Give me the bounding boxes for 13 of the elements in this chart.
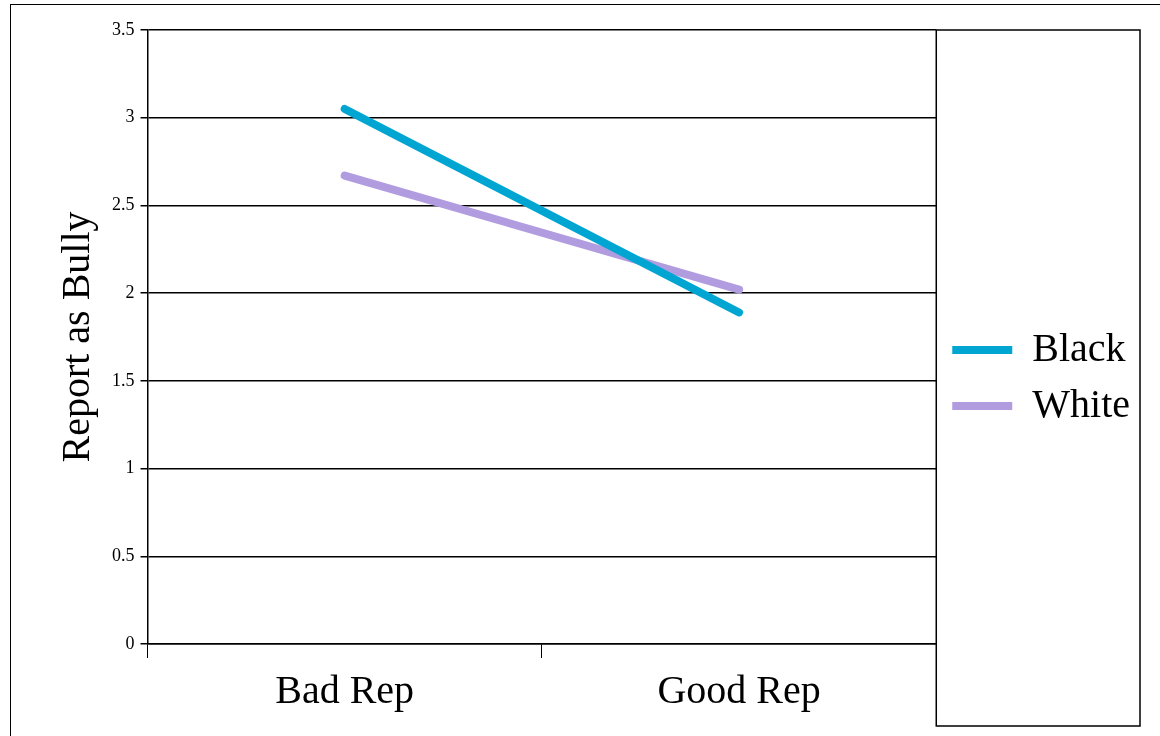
y-tick-label: 2 [125,281,135,302]
legend-label: Black [1032,324,1126,370]
x-tick-label: Good Rep [657,666,821,712]
y-tick-label: 1 [125,457,135,478]
y-tick-label: 3.5 [112,18,135,39]
y-tick-label: 0 [125,632,135,653]
y-tick-label: 0.5 [112,545,135,566]
x-tick-label: Bad Rep [275,666,415,712]
legend-label: White [1032,380,1130,426]
y-tick-label: 1.5 [112,369,135,390]
y-axis-title: Report as Bully [52,211,98,463]
y-tick-label: 2.5 [112,194,135,215]
y-tick-label: 3 [125,106,135,127]
